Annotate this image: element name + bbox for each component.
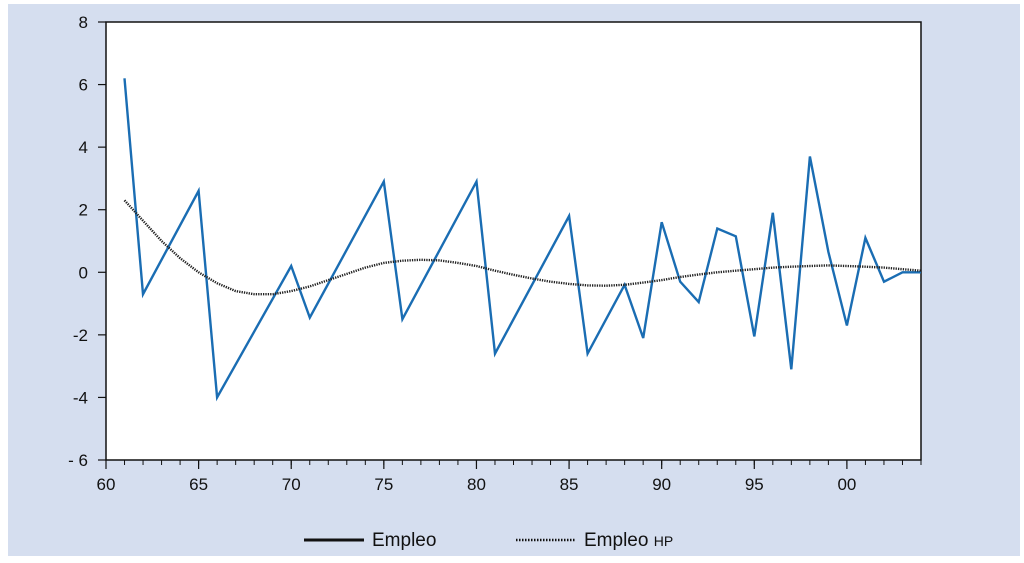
x-tick-label: 85: [560, 475, 579, 494]
chart-panel: 8 6 4 2 0 -2 -4 - 6 60 65 70 75 80 85 90 95 00 Empleo Em…: [8, 4, 1020, 556]
y-tick-label: - 6: [68, 451, 88, 470]
legend-label-employment-hp: Empleo HP: [584, 530, 673, 551]
legend-label-employment-hp-suffix: HP: [654, 533, 673, 549]
y-tick-label: 4: [79, 138, 88, 157]
legend-label-employment: Empleo: [372, 530, 436, 551]
x-tick-label: 75: [374, 475, 393, 494]
series-layer: [123, 78, 922, 402]
y-tick-label: 6: [79, 76, 88, 95]
y-tick-label: 0: [79, 263, 88, 282]
legend: Empleo Empleo HP: [304, 530, 673, 551]
y-tick-label: -2: [73, 326, 88, 345]
x-tick-label: 80: [467, 475, 486, 494]
legend-label-employment-hp-main: Empleo: [584, 530, 654, 551]
x-tick-label: 00: [837, 475, 856, 494]
plot-area: [105, 21, 922, 461]
y-tick-label: -4: [73, 388, 88, 407]
series-line-employment: [123, 78, 921, 402]
y-tick-label: 8: [79, 13, 88, 32]
x-tick-label: 90: [652, 475, 671, 494]
y-tick-label: 2: [79, 201, 88, 220]
series-line-employment-hp: [123, 199, 922, 296]
axes-layer: 8 6 4 2 0 -2 -4 - 6 60 65 70 75 80 85 90 95 00: [68, 13, 922, 494]
x-tick-label: 65: [189, 475, 208, 494]
x-tick-label: 95: [745, 475, 764, 494]
x-tick-label: 70: [282, 475, 301, 494]
x-tick-label: 60: [97, 475, 116, 494]
line-chart: 8 6 4 2 0 -2 -4 - 6 60 65 70 75 80 85 90 95 00 Empleo Em…: [68, 13, 922, 551]
